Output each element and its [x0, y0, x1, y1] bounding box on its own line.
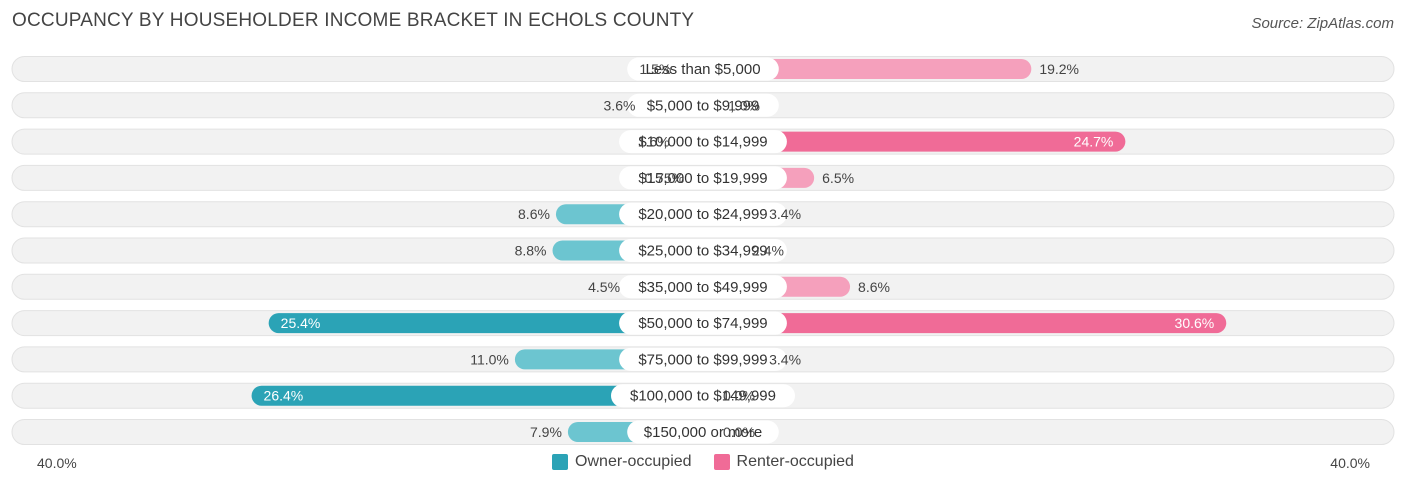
legend-renter: Renter-occupied: [713, 453, 854, 471]
renter-value-label: 6.5%: [822, 170, 854, 186]
category-label-bg: [619, 347, 787, 371]
owner-value-label: 1.6%: [638, 134, 670, 150]
owner-bar: [268, 313, 713, 334]
category-label-bg: [627, 420, 779, 444]
category-label-bg: [627, 93, 779, 117]
renter-value-label: 3.4%: [769, 351, 801, 367]
renter-value-label: 0.0%: [723, 388, 755, 404]
axis-left-label: 40.0%: [37, 455, 77, 471]
category-label-bg: [619, 311, 787, 335]
legend-renter-swatch: [713, 454, 730, 470]
renter-value-label: 2.4%: [752, 243, 784, 259]
owner-value-label: 7.9%: [530, 424, 562, 440]
renter-value-label: 30.6%: [1175, 315, 1215, 331]
legend-renter-label: Renter-occupied: [736, 453, 854, 470]
owner-value-label: 26.4%: [264, 388, 304, 404]
source-note: Source: ZipAtlas.com: [1251, 15, 1394, 32]
category-label-bg: [619, 166, 787, 190]
renter-value-label: 19.2%: [1039, 61, 1079, 77]
category-label: $5,000 to $9,999: [647, 97, 760, 114]
owner-value-label: 25.4%: [281, 315, 321, 331]
category-label: $20,000 to $24,999: [638, 206, 767, 223]
owner-value-label: 11.0%: [470, 351, 509, 367]
owner-value-label: 4.5%: [588, 279, 620, 295]
renter-bar: [693, 313, 1227, 334]
category-label: $75,000 to $99,999: [638, 351, 767, 368]
category-label-bg: [619, 130, 787, 154]
legend: Owner-occupied Renter-occupied: [0, 453, 1406, 471]
category-label-bg: [619, 275, 787, 299]
category-label: $25,000 to $34,999: [638, 243, 767, 260]
axis-right-label: 40.0%: [1330, 455, 1370, 471]
category-label: $35,000 to $49,999: [638, 279, 767, 296]
category-label: $15,000 to $19,999: [638, 170, 767, 187]
category-label: $100,000 to $149,999: [630, 388, 776, 405]
category-label-bg: [611, 384, 795, 408]
owner-value-label: 1.5%: [639, 61, 671, 77]
chart-title: OCCUPANCY BY HOUSEHOLDER INCOME BRACKET …: [12, 10, 695, 31]
renter-value-label: 0.0%: [723, 424, 755, 440]
legend-owner-label: Owner-occupied: [575, 453, 692, 470]
category-label: $10,000 to $14,999: [638, 134, 767, 151]
renter-value-label: 24.7%: [1074, 134, 1114, 150]
category-label-bg: [627, 57, 779, 81]
owner-value-label: 8.6%: [518, 206, 550, 222]
category-label-bg: [619, 239, 787, 262]
legend-owner-swatch: [552, 454, 569, 470]
renter-bar: [693, 131, 1126, 152]
owner-value-label: 8.8%: [515, 243, 547, 259]
category-label: Less than $5,000: [645, 61, 760, 78]
owner-value-label: 0.75%: [644, 170, 684, 186]
renter-value-label: 1.0%: [728, 97, 760, 113]
category-label: $150,000 or more: [644, 424, 762, 441]
category-label-bg: [619, 202, 787, 226]
owner-value-label: 3.6%: [604, 97, 636, 113]
owner-bar: [251, 385, 713, 406]
renter-value-label: 3.4%: [769, 206, 801, 222]
renter-value-label: 8.6%: [858, 279, 890, 295]
category-label: $50,000 to $74,999: [638, 315, 767, 332]
legend-owner: Owner-occupied: [552, 453, 692, 471]
